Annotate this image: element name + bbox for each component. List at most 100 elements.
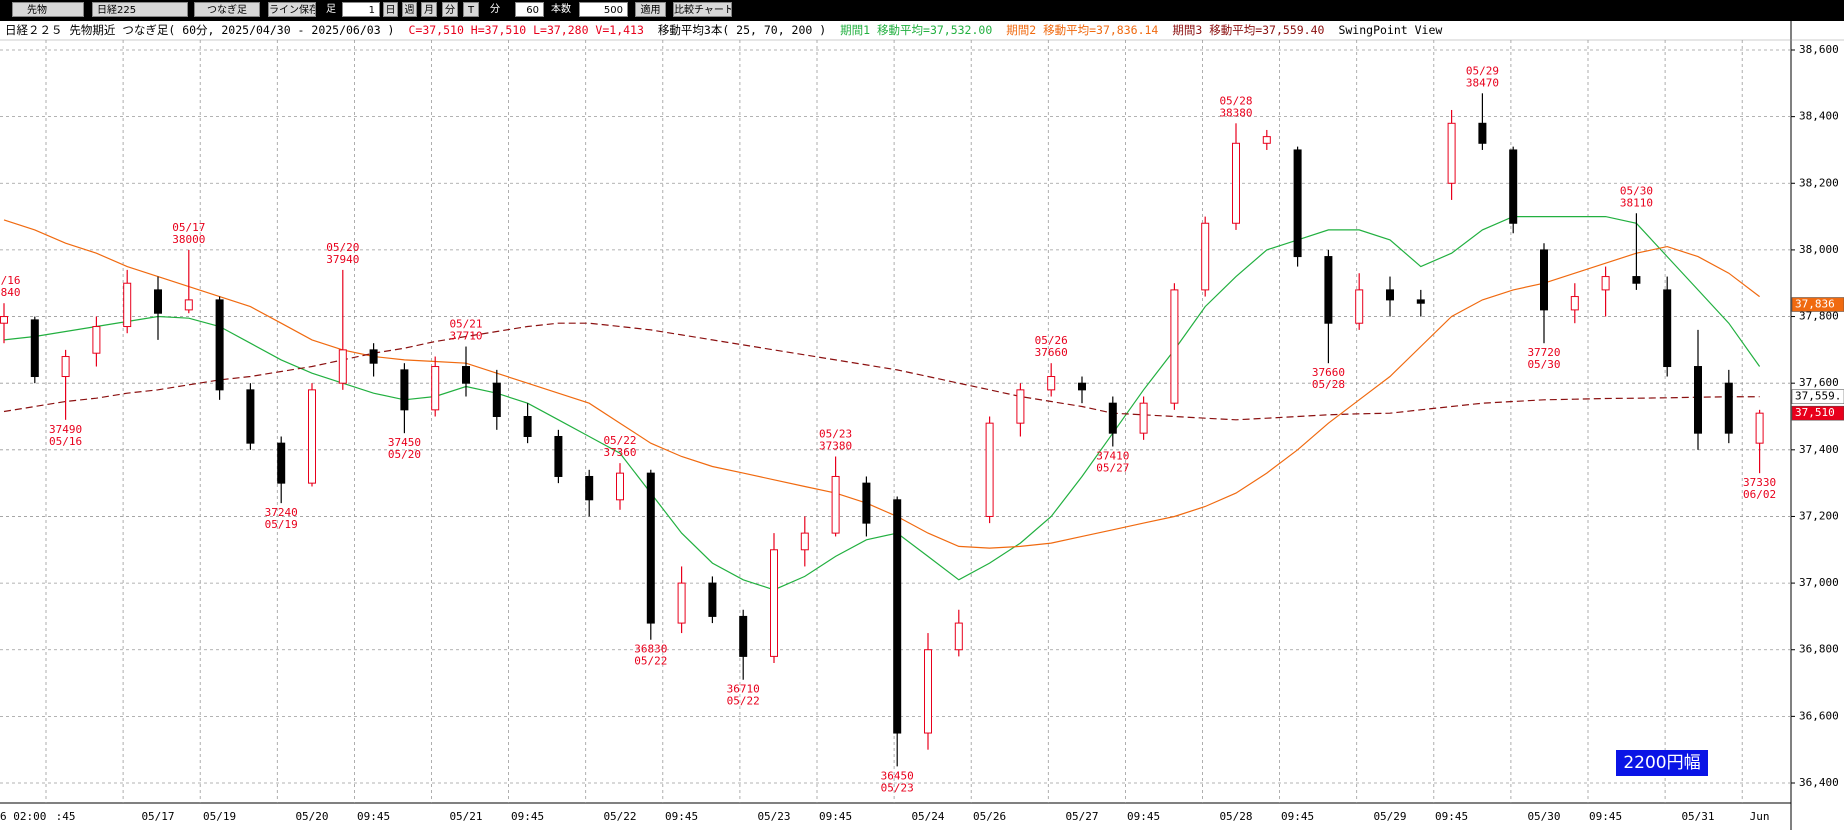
info-segment: 期間2 移動平均=37,836.14 [1006,23,1159,37]
candle-body [1632,276,1641,284]
save-button[interactable]: ライン保存 [268,2,316,17]
candle-body [338,349,347,384]
swing-price: 37490 [49,423,82,436]
price-marker [1791,405,1844,421]
candle-body [893,499,902,734]
bars-input[interactable]: 500 [579,2,628,17]
count-input[interactable]: 1 [342,2,380,17]
candle-body [770,549,778,657]
x-tick-label: 09:45 [1589,810,1622,823]
x-tick-label: 09:45 [1281,810,1314,823]
y-tick-label: 36,600 [1799,709,1839,722]
candle-body [523,416,532,437]
candle-body [954,622,963,651]
info-segment: 期間1 移動平均=37,532.00 [840,23,993,37]
swing-price: 38000 [172,233,205,246]
candle-body [184,299,193,311]
y-tick-label: 37,200 [1799,509,1839,522]
swing-date: 05/23 [819,427,852,440]
swing-price: 37410 [1096,449,1129,462]
swing-date: 05/19 [265,518,298,531]
candle-body [616,472,624,501]
range-box-label: 2200円幅 [1623,753,1700,773]
swing-date: 05/23 [881,781,914,794]
x-tick-label: 05/24 [911,810,944,823]
candle-body [1663,289,1672,368]
x-tick-label: 09:45 [665,810,698,823]
swing-date: 05/26 [1035,334,1068,347]
x-tick-label: :45 [56,810,76,823]
candle-body [677,582,686,624]
y-tick-label: 38,200 [1799,176,1839,189]
swing-date: 05/21 [449,318,482,331]
tick-button[interactable]: T [463,2,479,17]
x-tick-label: 05/17 [141,810,174,823]
y-tick-label: 37,800 [1799,310,1839,323]
candle-body [431,366,440,411]
day-button[interactable]: 日 [383,2,398,17]
candle-body [246,389,255,444]
candle-body [1478,122,1487,144]
candle-body [492,382,501,418]
y-tick-label: 37,400 [1799,443,1839,456]
y-tick-label: 38,000 [1799,243,1839,256]
candle-body [1386,289,1394,301]
candle-body [985,422,994,517]
info-segment: 日経２２５ 先物期近 つなぎ足( 60分, 2025/04/30 - 2025/… [5,23,395,37]
swing-date: 05/28 [1312,378,1345,391]
swing-date: 05/30 [1527,358,1560,371]
unit-label: 分 [486,2,504,17]
candle-body [0,316,8,324]
candle-body [400,369,409,411]
candle-body [1601,276,1610,291]
swing-price: 37240 [265,506,298,519]
candle-body [1232,142,1240,224]
period-input[interactable]: 60 [515,2,544,17]
x-tick-label: 09:45 [1127,810,1160,823]
y-tick-label: 38,600 [1799,43,1839,56]
week-button[interactable]: 週 [402,2,417,17]
candle-body [1355,289,1364,324]
y-tick-label: 37,000 [1799,576,1839,589]
candle-body [277,442,286,484]
price-marker-label: 37,510 [1795,406,1835,419]
candle-body [1108,402,1117,434]
swing-date: 05/16 [49,435,82,448]
candle-body [1139,402,1148,434]
x-tick-label: 05/20 [295,810,328,823]
candle-body [1570,296,1579,311]
toolbar: 先物 日経225 つなぎ足 ライン保存 足 1 日 週 月 分 T 分 60 本… [0,0,1844,21]
month-button[interactable]: 月 [421,2,437,17]
x-tick-label: 05/22 [603,810,636,823]
candle-body [800,532,809,551]
x-tick-label: 05/29 [1373,810,1406,823]
swing-price: 36710 [727,683,760,696]
candle-body [154,289,162,314]
x-tick-label: 09:45 [357,810,390,823]
compare-button[interactable]: 比較チャート [673,2,732,17]
market-select[interactable]: 先物 [12,2,84,17]
swing-date: 05/22 [727,695,760,708]
swing-price: 36450 [881,769,914,782]
chain-select[interactable]: つなぎ足 [194,2,260,17]
range-box [1616,750,1708,776]
x-tick-label: 05/19 [203,810,236,823]
x-tick-label: Jun [1750,810,1770,823]
swing-date: 05/22 [603,434,636,447]
x-tick-label: 09:45 [511,810,544,823]
candle-body [1293,149,1302,258]
candle-body [585,475,594,501]
swing-price: 37660 [1312,366,1345,379]
swing-price: 36830 [634,643,667,656]
candle-body [1724,382,1733,434]
candle-body [708,582,717,617]
minute-button[interactable]: 分 [442,2,458,17]
apply-button[interactable]: 適用 [635,2,666,17]
index-select[interactable]: 日経225 [92,2,188,17]
swing-date: 06/02 [1743,488,1776,501]
price-marker-label: 37,559. [1795,390,1841,403]
swing-date: 05/22 [634,655,667,668]
info-segment: C=37,510 H=37,510 L=37,280 V=1,413 [408,23,644,37]
